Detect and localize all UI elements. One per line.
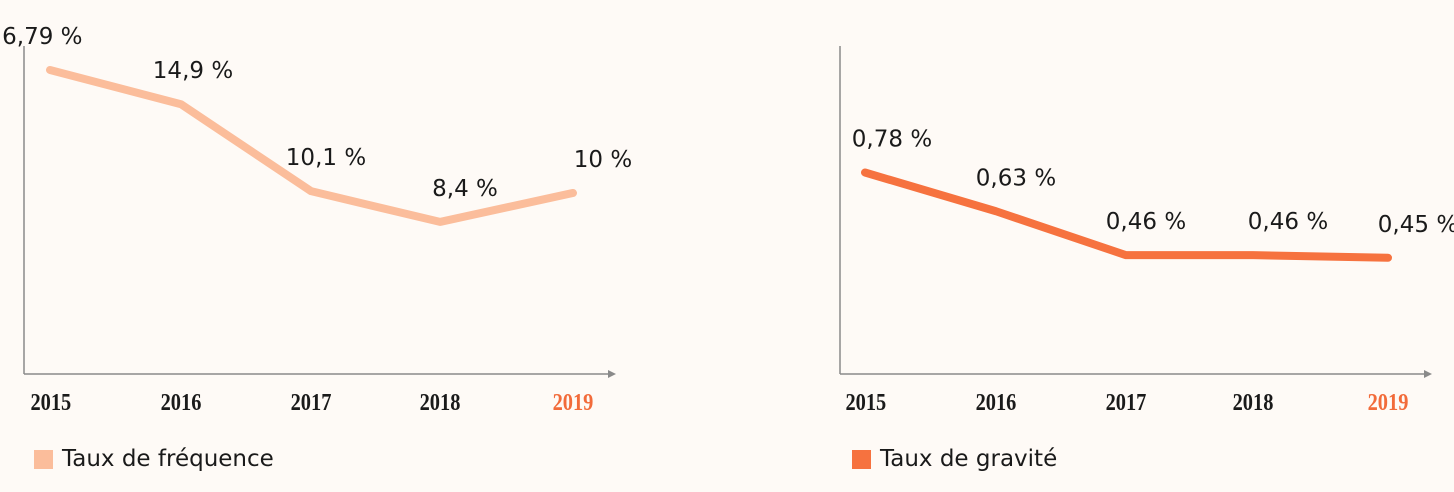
- severity-x-tick-label: 2015: [845, 388, 886, 415]
- frequency-x-tick-label: 2018: [420, 388, 461, 415]
- frequency-x-tick-label: 2016: [161, 388, 202, 415]
- frequency-x-tick-label: 2017: [291, 388, 332, 415]
- severity-legend-swatch: [852, 449, 871, 469]
- frequency-legend-label: Taux de fréquence: [62, 446, 274, 472]
- frequency-data-label: 10,1 %: [286, 145, 366, 171]
- frequency-legend-swatch: [34, 449, 53, 469]
- severity-data-label: 0,46 %: [1248, 209, 1328, 235]
- severity-data-label: 0,46 %: [1106, 209, 1186, 235]
- frequency-legend: Taux de fréquence: [34, 446, 274, 472]
- frequency-data-label: 14,9 %: [153, 58, 233, 84]
- frequency-rate-chart: 16,79 % 14,9 % 10,1 % 8,4 % 10 % 2015 2016 2017…: [0, 24, 632, 415]
- frequency-data-label: 8,4 %: [432, 176, 498, 202]
- severity-x-tick-label: 2016: [976, 388, 1017, 415]
- severity-data-label: 0,78 %: [852, 127, 932, 153]
- frequency-data-label: 16,79 %: [0, 24, 83, 50]
- severity-rate-chart: 0,78 % 0,63 % 0,46 % 0,46 % 0,45 % 2015 2016 20…: [839, 46, 1454, 415]
- severity-x-tick-label: 2017: [1106, 388, 1147, 415]
- severity-x-tick-label: 2019: [1368, 388, 1409, 415]
- severity-x-axis-arrow-icon: [1424, 370, 1432, 378]
- severity-legend: Taux de gravité: [852, 446, 1057, 472]
- severity-data-label: 0,45 %: [1378, 212, 1454, 238]
- frequency-x-tick-label: 2019: [553, 388, 594, 415]
- severity-data-label: 0,63 %: [976, 165, 1056, 191]
- frequency-x-tick-label: 2015: [30, 388, 71, 415]
- frequency-data-label: 10 %: [574, 147, 632, 173]
- frequency-x-axis-arrow-icon: [608, 370, 616, 378]
- severity-legend-label: Taux de gravité: [880, 446, 1058, 472]
- severity-x-tick-label: 2018: [1233, 388, 1274, 415]
